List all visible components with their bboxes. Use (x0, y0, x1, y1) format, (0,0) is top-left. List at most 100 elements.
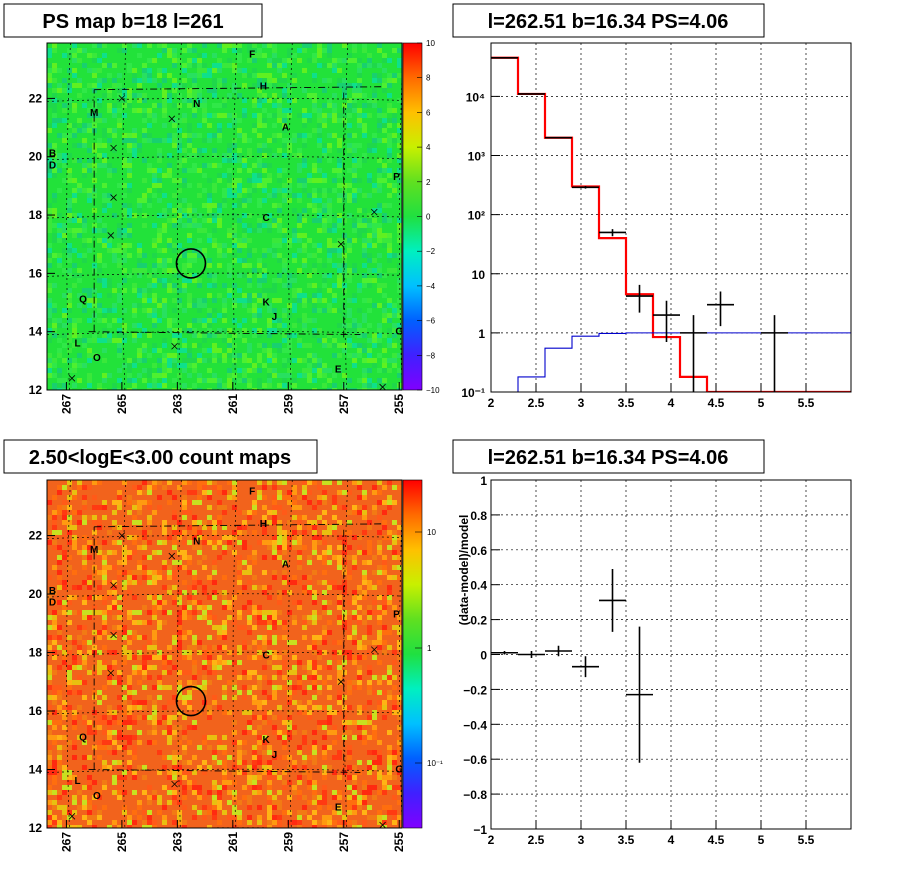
map-noise-cell (372, 585, 377, 590)
map-noise-cell (122, 158, 127, 163)
map-noise-cell (317, 635, 322, 640)
map-noise-cell (127, 103, 132, 108)
map-noise-cell (372, 223, 377, 228)
map-noise-cell (127, 555, 132, 560)
map-noise-cell (92, 480, 97, 485)
map-noise-cell (382, 785, 387, 790)
map-noise-cell (162, 520, 167, 525)
map-noise-cell (62, 510, 67, 515)
map-noise-cell (257, 283, 262, 288)
map-noise-cell (337, 58, 342, 63)
map-noise-cell (167, 238, 172, 243)
map-noise-cell (232, 378, 237, 383)
map-noise-cell (62, 775, 67, 780)
map-noise-cell (322, 785, 327, 790)
map-noise-cell (327, 685, 332, 690)
x-tick-label: 255 (392, 832, 406, 852)
map-noise-cell (87, 755, 92, 760)
map-noise-cell (217, 243, 222, 248)
map-noise-cell (237, 43, 242, 48)
map-noise-cell (352, 615, 357, 620)
map-noise-cell (337, 560, 342, 565)
map-noise-cell (142, 655, 147, 660)
map-noise-cell (132, 775, 137, 780)
map-noise-cell (392, 810, 397, 815)
x-tick-label: 265 (115, 394, 129, 414)
map-noise-cell (382, 525, 387, 530)
map-noise-cell (177, 303, 182, 308)
map-noise-cell (182, 550, 187, 555)
map-noise-cell (132, 133, 137, 138)
map-noise-cell (157, 770, 162, 775)
map-noise-cell (352, 358, 357, 363)
map-noise-cell (47, 173, 52, 178)
map-noise-cell (67, 525, 72, 530)
map-noise-cell (177, 213, 182, 218)
map-noise-cell (127, 825, 132, 828)
map-noise-cell (272, 555, 277, 560)
map-noise-cell (322, 530, 327, 535)
map-noise-cell (277, 243, 282, 248)
map-noise-cell (142, 715, 147, 720)
map-noise-cell (67, 645, 72, 650)
map-noise-cell (172, 208, 177, 213)
map-noise-cell (327, 620, 332, 625)
map-noise-cell (312, 388, 317, 390)
map-noise-cell (237, 153, 242, 158)
map-noise-cell (342, 288, 347, 293)
map-noise-cell (302, 113, 307, 118)
map-noise-cell (387, 368, 392, 373)
map-noise-cell (182, 760, 187, 765)
map-noise-cell (267, 595, 272, 600)
map-noise-cell (297, 810, 302, 815)
map-noise-cell (392, 138, 397, 143)
map-noise-cell (347, 755, 352, 760)
map-noise-cell (207, 163, 212, 168)
map-noise-cell (267, 620, 272, 625)
map-noise-cell (322, 745, 327, 750)
map-noise-cell (222, 735, 227, 740)
map-noise-cell (347, 338, 352, 343)
map-noise-cell (102, 328, 107, 333)
map-noise-cell (172, 640, 177, 645)
map-noise-cell (162, 705, 167, 710)
x-tick-label: 4.5 (708, 833, 725, 847)
map-noise-cell (47, 303, 52, 308)
map-noise-cell (302, 575, 307, 580)
map-noise-cell (222, 303, 227, 308)
map-noise-cell (282, 123, 287, 128)
map-noise-cell (322, 765, 327, 770)
map-noise-cell (327, 580, 332, 585)
map-noise-cell (182, 148, 187, 153)
map-noise-cell (262, 525, 267, 530)
map-noise-cell (387, 253, 392, 258)
map-noise-cell (162, 755, 167, 760)
map-noise-cell (257, 358, 262, 363)
map-noise-cell (102, 665, 107, 670)
map-noise-cell (267, 745, 272, 750)
map-noise-cell (117, 735, 122, 740)
map-noise-cell (182, 158, 187, 163)
map-noise-cell (257, 378, 262, 383)
map-noise-cell (232, 530, 237, 535)
map-noise-cell (102, 565, 107, 570)
map-noise-cell (187, 183, 192, 188)
map-noise-cell (167, 243, 172, 248)
map-noise-cell (322, 665, 327, 670)
map-noise-cell (157, 575, 162, 580)
map-noise-cell (367, 520, 372, 525)
map-noise-cell (122, 258, 127, 263)
map-noise-cell (77, 610, 82, 615)
map-noise-cell (292, 378, 297, 383)
map-noise-cell (122, 570, 127, 575)
map-noise-cell (297, 710, 302, 715)
map-noise-cell (87, 725, 92, 730)
map-noise-cell (157, 550, 162, 555)
map-noise-cell (357, 223, 362, 228)
map-noise-cell (312, 128, 317, 133)
map-noise-cell (132, 755, 137, 760)
map-noise-cell (47, 820, 52, 825)
map-noise-cell (282, 480, 287, 485)
map-noise-cell (162, 720, 167, 725)
x-tick-label: 2 (488, 396, 495, 410)
